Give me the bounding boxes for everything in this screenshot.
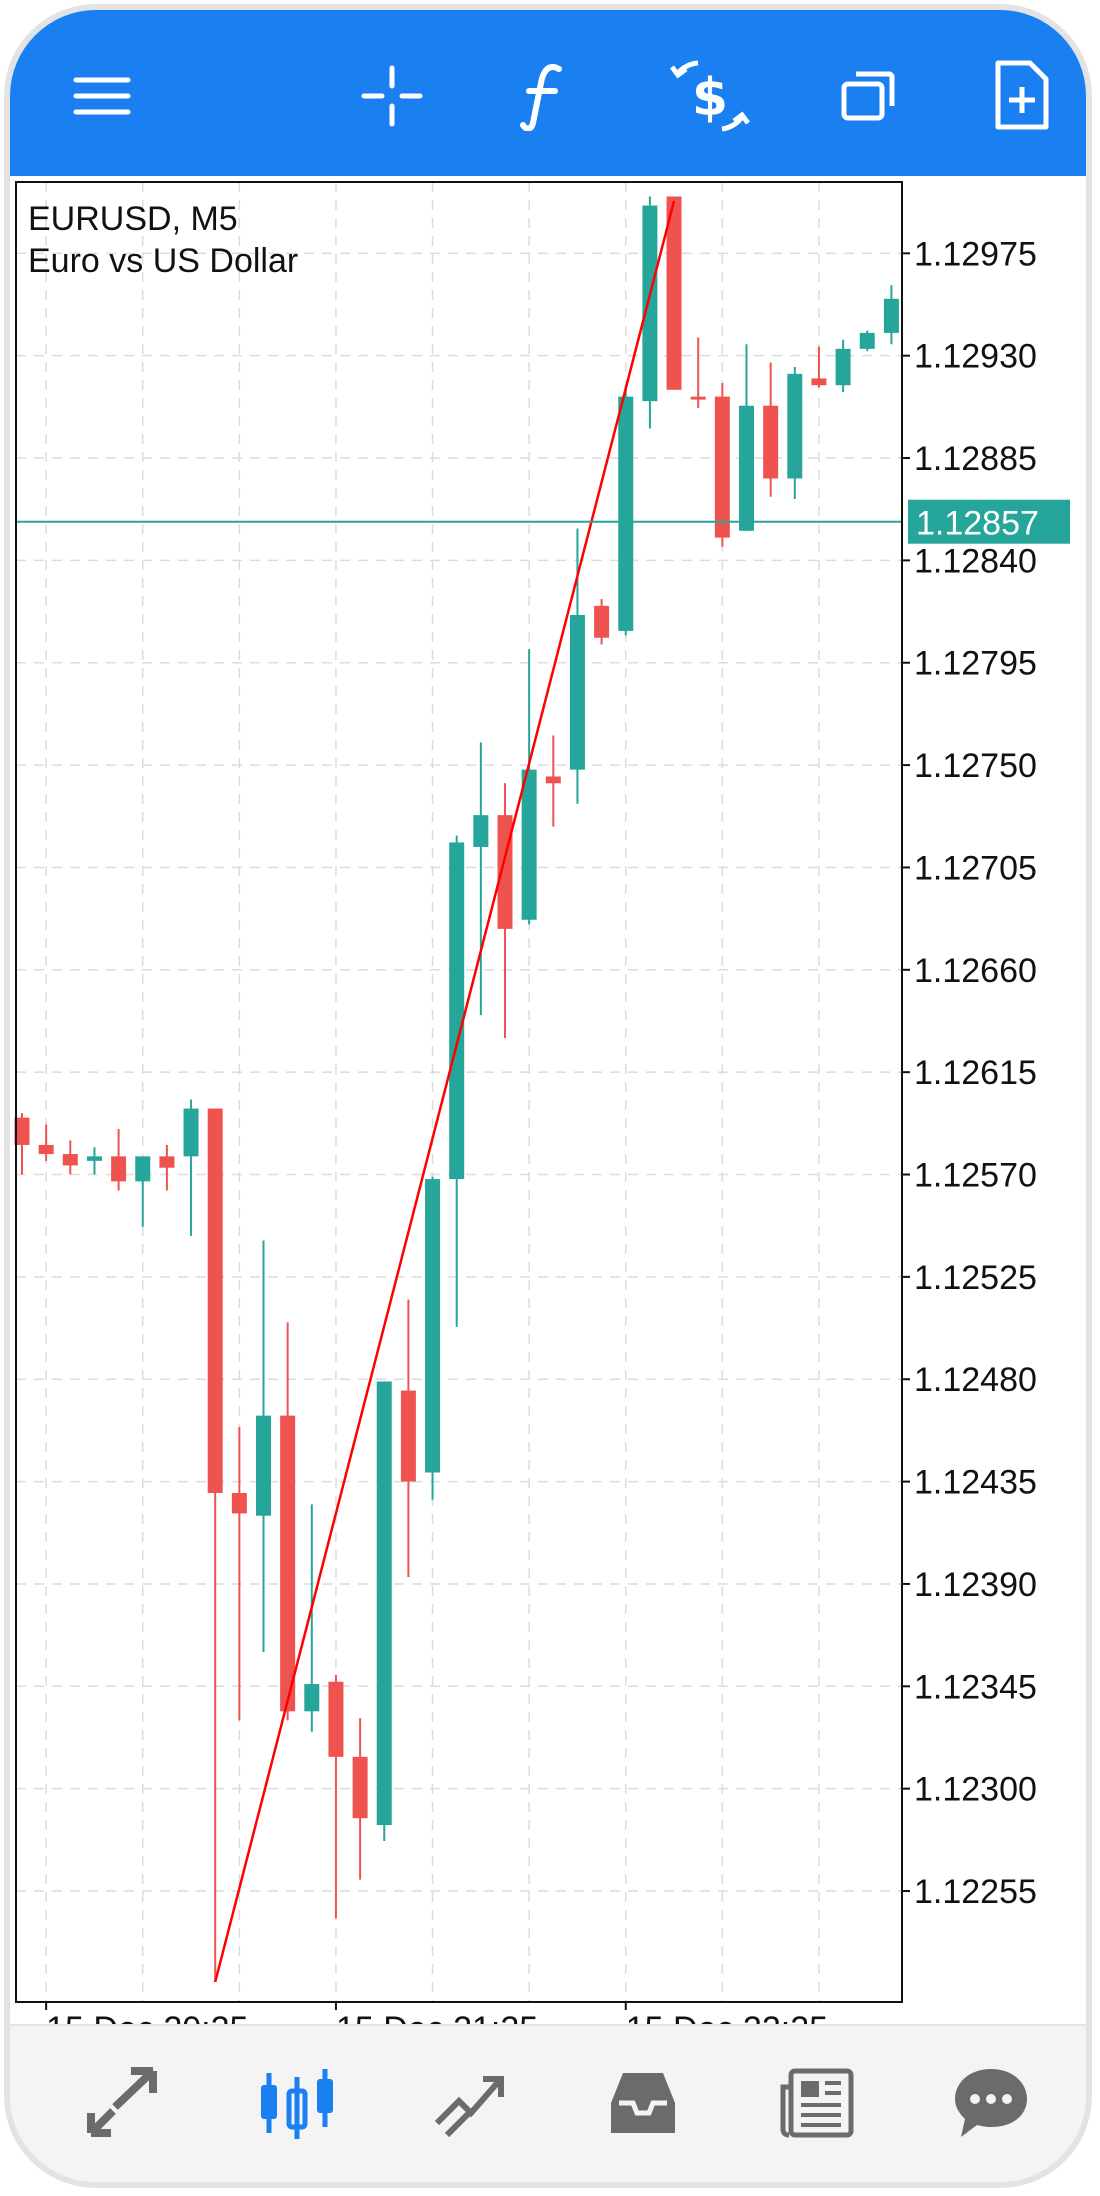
candle-up [376,1381,392,1826]
candle-down [111,1156,127,1182]
svg-text:$: $ [692,68,728,128]
candle-down [763,405,779,479]
current-price-badge [908,499,1070,544]
candle-up [642,205,658,402]
candle-down [594,605,610,638]
y-tick-label: 1.12570 [914,1157,1037,1195]
y-tick-label: 1.12795 [914,645,1037,683]
candle-up [304,1684,320,1712]
candle-up [859,332,875,349]
candle-down [352,1756,368,1819]
candle-up [256,1415,271,1516]
y-tick-label: 1.12705 [914,849,1037,887]
y-tick-label: 1.12660 [914,952,1037,990]
candle-up [135,1156,151,1182]
bottom-nav [10,2024,1086,2182]
new-order-icon[interactable] [972,46,1072,146]
trade-icon[interactable]: $ [660,46,760,146]
symbol-line: EURUSD, M5 [28,200,238,238]
candle-down [690,396,706,400]
y-tick-label: 1.12345 [914,1668,1037,1706]
chart-icon[interactable] [242,2048,352,2158]
crosshair-icon[interactable] [342,46,442,146]
candle-down [328,1681,344,1757]
device-frame: $ 1.12975 1.12930 1.12885 1.12840 1.12795 1.1… [4,4,1092,2188]
y-tick-label: 1.12480 [914,1361,1037,1399]
candle-up [835,348,851,386]
candle-down [714,396,730,538]
chat-icon[interactable] [936,2048,1046,2158]
y-tick-label: 1.12255 [914,1873,1037,1911]
y-tick-label: 1.12615 [914,1054,1037,1092]
candle-up [473,815,489,847]
candle-down [207,1108,223,1493]
candle-down [62,1154,78,1166]
plot-border [15,181,903,2003]
chart-area[interactable]: 1.12975 1.12930 1.12885 1.12840 1.12795 1.127… [10,176,1092,2048]
candle-up [618,396,634,631]
y-tick-label: 1.12750 [914,747,1037,785]
y-tick-label: 1.12885 [914,440,1037,478]
current-price-label: 1.12857 [916,505,1039,543]
candle-up [449,842,465,1180]
symbol-caption: EURUSD, M5 Euro vs US Dollar [28,198,298,282]
y-tick-label: 1.12840 [914,542,1037,580]
candlestick-chart[interactable]: 1.12975 1.12930 1.12885 1.12840 1.12795 1.127… [10,176,1092,2048]
y-tick-label: 1.12435 [914,1464,1037,1502]
candle-up [569,614,585,770]
candle-up [425,1179,441,1473]
candle-down [14,1117,30,1145]
y-tick-label: 1.12390 [914,1566,1037,1604]
candle-down [545,776,561,784]
trend-line [213,200,676,1983]
quotes-icon[interactable] [68,2048,178,2158]
trade-nav-icon[interactable] [414,2048,524,2158]
candle-down [38,1144,54,1155]
candle-up [86,1156,102,1161]
windows-icon[interactable] [818,46,918,146]
menu-icon[interactable] [52,46,152,146]
history-icon[interactable] [588,2048,698,2158]
candle-up [521,769,537,920]
y-tick-label: 1.12300 [914,1771,1037,1809]
candle-up [883,298,899,333]
description-line: Euro vs US Dollar [28,242,299,280]
candle-down [159,1156,175,1168]
candle-up [787,373,803,479]
candle-down [231,1492,247,1514]
candle-down [666,196,682,390]
indicators-icon[interactable] [494,46,594,146]
top-toolbar: $ [10,10,1086,176]
candle-up [183,1108,199,1157]
candle-down [811,378,827,386]
candle-down [400,1390,416,1482]
candle-up [739,405,754,531]
y-tick-label: 1.12975 [914,235,1037,273]
y-tick-label: 1.12930 [914,338,1037,376]
candle-down [280,1415,296,1712]
news-icon[interactable] [762,2048,872,2158]
y-tick-label: 1.12525 [914,1259,1037,1297]
